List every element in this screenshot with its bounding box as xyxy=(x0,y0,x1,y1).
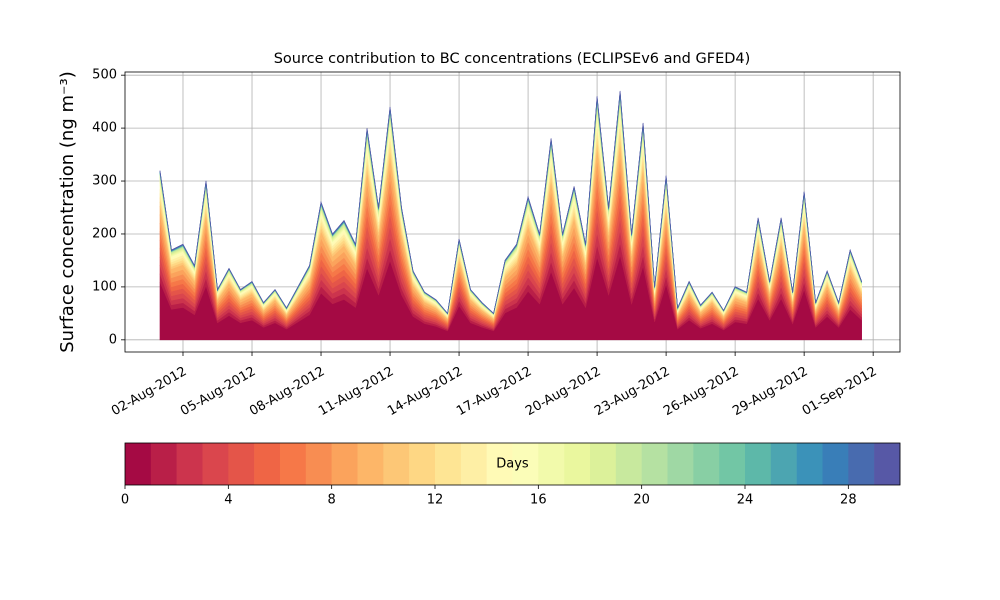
y-axis-label: Surface concentration (ng m⁻³) xyxy=(57,71,78,353)
colorbar-frame xyxy=(124,442,901,486)
colorbar-cell xyxy=(228,443,255,485)
colorbar-cell xyxy=(176,443,203,485)
colorbar-tick-label: 28 xyxy=(840,493,857,508)
colorbar-cell xyxy=(874,443,901,485)
x-tick-label: 29-Aug-2012 xyxy=(730,364,810,419)
colorbar-cell xyxy=(719,443,746,485)
y-tick-label: 400 xyxy=(92,121,117,136)
colorbar-cell xyxy=(460,443,487,485)
colorbar-cell xyxy=(280,443,307,485)
x-tick-label: 02-Aug-2012 xyxy=(109,364,189,419)
colorbar-cell xyxy=(538,443,565,485)
colorbar-cell xyxy=(331,443,358,485)
colorbar-cell xyxy=(693,443,720,485)
y-tick-label: 500 xyxy=(92,68,117,83)
colorbar-cell xyxy=(770,443,797,485)
y-tick-label: 0 xyxy=(109,332,117,347)
colorbar-cell xyxy=(254,443,281,485)
colorbar-cell xyxy=(667,443,694,485)
colorbar-cell xyxy=(796,443,823,485)
plot-frame xyxy=(124,71,901,353)
colorbar-cell xyxy=(150,443,177,485)
colorbar-tick-label: 8 xyxy=(328,493,336,508)
x-tick-label: 01-Sep-2012 xyxy=(800,364,880,419)
colorbar-cell xyxy=(745,443,772,485)
x-tick-label: 05-Aug-2012 xyxy=(178,364,258,419)
colorbar-cell xyxy=(641,443,668,485)
x-tick-label: 23-Aug-2012 xyxy=(592,364,672,419)
colorbar-tick-label: 20 xyxy=(633,493,650,508)
colorbar-cell xyxy=(822,443,849,485)
colorbar-cell xyxy=(202,443,229,485)
colorbar-cell xyxy=(848,443,875,485)
colorbar-cell xyxy=(125,443,152,485)
x-tick-label: 14-Aug-2012 xyxy=(385,364,465,419)
colorbar-cell xyxy=(615,443,642,485)
colorbar-cell xyxy=(486,443,513,485)
colorbar-cell xyxy=(512,443,539,485)
y-tick-label: 300 xyxy=(92,174,117,189)
area-layer xyxy=(159,90,862,315)
colorbar-cell xyxy=(590,443,617,485)
colorbar-cell xyxy=(435,443,462,485)
colorbar-tick-label: 12 xyxy=(427,493,444,508)
colorbar-tick-label: 0 xyxy=(121,493,129,508)
colorbar-tick-label: 24 xyxy=(737,493,754,508)
y-tick-label: 200 xyxy=(92,226,117,241)
x-tick-label: 08-Aug-2012 xyxy=(247,364,327,419)
colorbar-cell xyxy=(357,443,384,485)
colorbar-tick-label: 4 xyxy=(224,493,232,508)
chart-title: Source contribution to BC concentrations… xyxy=(274,51,751,67)
colorbar-tick-label: 16 xyxy=(530,493,547,508)
colorbar-label: Days xyxy=(496,457,529,472)
colorbar-cell xyxy=(305,443,332,485)
x-tick-label: 17-Aug-2012 xyxy=(454,364,534,419)
colorbar-cell xyxy=(383,443,410,485)
x-tick-label: 11-Aug-2012 xyxy=(316,364,396,419)
x-tick-label: 20-Aug-2012 xyxy=(523,364,603,419)
x-tick-label: 26-Aug-2012 xyxy=(661,364,741,419)
colorbar-cell xyxy=(564,443,591,485)
colorbar-cell xyxy=(409,443,436,485)
y-tick-label: 100 xyxy=(92,279,117,294)
